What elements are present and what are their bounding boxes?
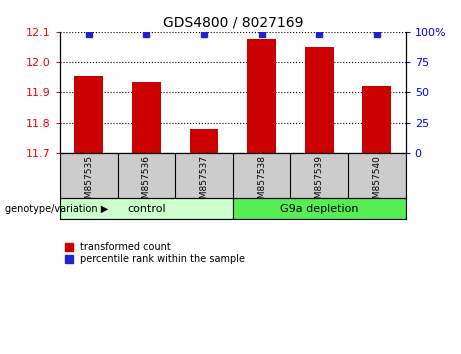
Legend: transformed count, percentile rank within the sample: transformed count, percentile rank withi… bbox=[65, 242, 245, 264]
Text: GSM857535: GSM857535 bbox=[84, 155, 93, 210]
Bar bbox=[60, 198, 233, 219]
Bar bbox=[233, 198, 406, 219]
Text: G9a depletion: G9a depletion bbox=[280, 204, 359, 214]
Text: control: control bbox=[127, 204, 165, 214]
Text: GSM857539: GSM857539 bbox=[315, 155, 324, 210]
Bar bbox=[362, 86, 391, 153]
Bar bbox=[247, 39, 276, 153]
Bar bbox=[305, 47, 334, 153]
Text: GSM857538: GSM857538 bbox=[257, 155, 266, 210]
Bar bbox=[189, 129, 219, 153]
Text: GSM857540: GSM857540 bbox=[372, 155, 381, 210]
Text: GSM857536: GSM857536 bbox=[142, 155, 151, 210]
Text: genotype/variation ▶: genotype/variation ▶ bbox=[5, 204, 108, 214]
Bar bbox=[132, 82, 161, 153]
Title: GDS4800 / 8027169: GDS4800 / 8027169 bbox=[163, 15, 303, 29]
Text: GSM857537: GSM857537 bbox=[200, 155, 208, 210]
Bar bbox=[74, 76, 103, 153]
